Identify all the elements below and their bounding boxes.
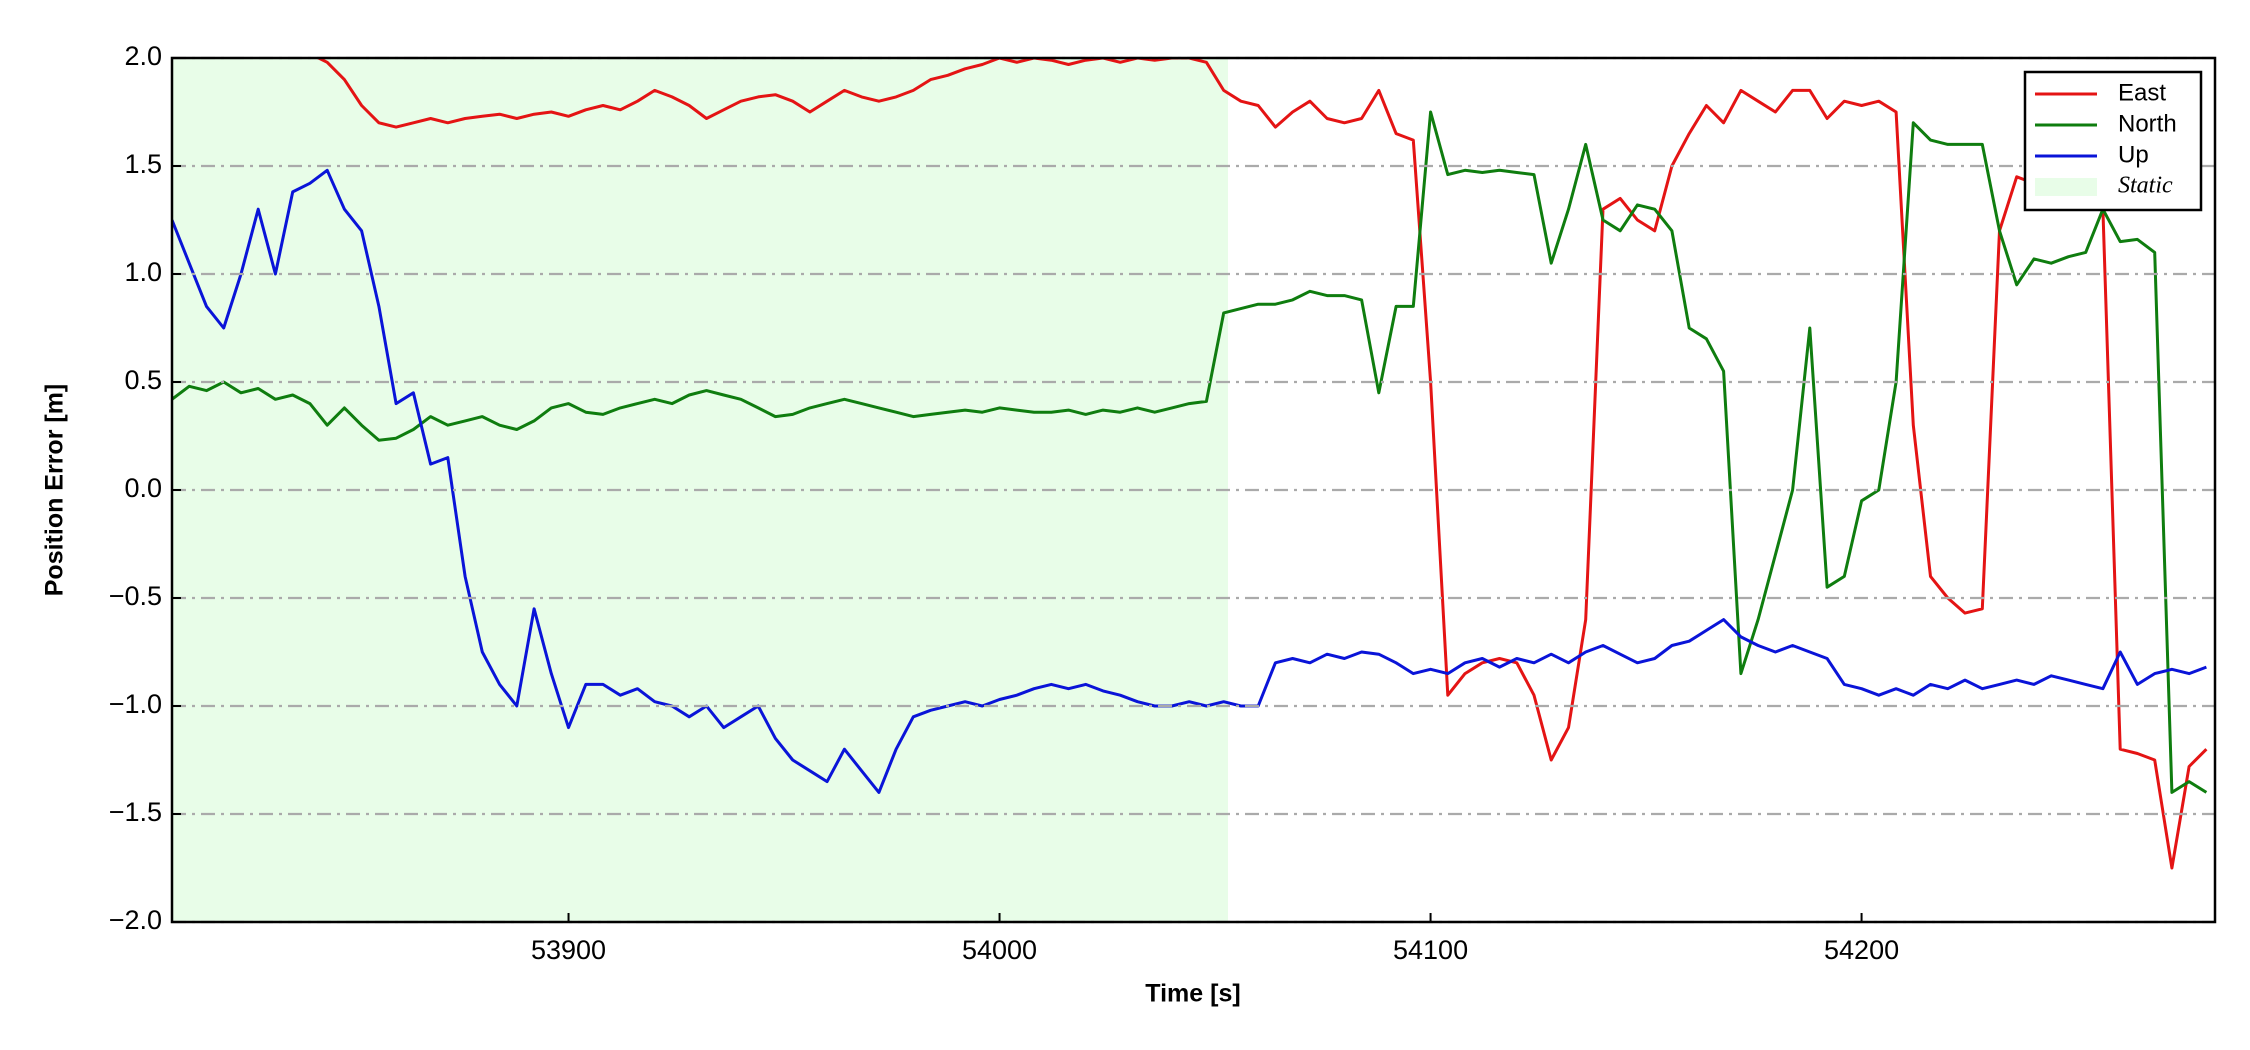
- plot-area: [170, 56, 2217, 924]
- legend-label: East: [2118, 79, 2166, 106]
- y-tick-label: 0.0: [124, 473, 162, 503]
- series-line: [315, 58, 2208, 870]
- plot-frame: [170, 56, 2217, 924]
- y-tick-label: 2.0: [124, 41, 162, 71]
- legend-swatch: [2035, 178, 2097, 196]
- y-tick-label: −1.0: [109, 689, 162, 719]
- y-tick-label: 1.0: [124, 257, 162, 287]
- x-tick-label: 53900: [531, 935, 606, 965]
- legend-label: North: [2118, 110, 2177, 137]
- series-line: [172, 110, 2208, 794]
- y-tick-label: 0.5: [124, 365, 162, 395]
- y-axis-label: Position Error [m]: [41, 384, 69, 597]
- x-tick-label: 54200: [1824, 935, 1899, 965]
- y-tick-label: 1.5: [124, 149, 162, 179]
- y-tick-label: −2.0: [109, 905, 162, 935]
- x-tick-label: 54000: [962, 935, 1037, 965]
- y-tick-label: −0.5: [109, 581, 162, 611]
- x-axis-label: Time [s]: [1145, 980, 1240, 1008]
- legend-label: Up: [2118, 141, 2149, 168]
- y-tick-label: −1.5: [109, 797, 162, 827]
- series-line: [172, 168, 2207, 794]
- legend-label: Static: [2118, 173, 2173, 199]
- x-tick-label: 54100: [1393, 935, 1468, 965]
